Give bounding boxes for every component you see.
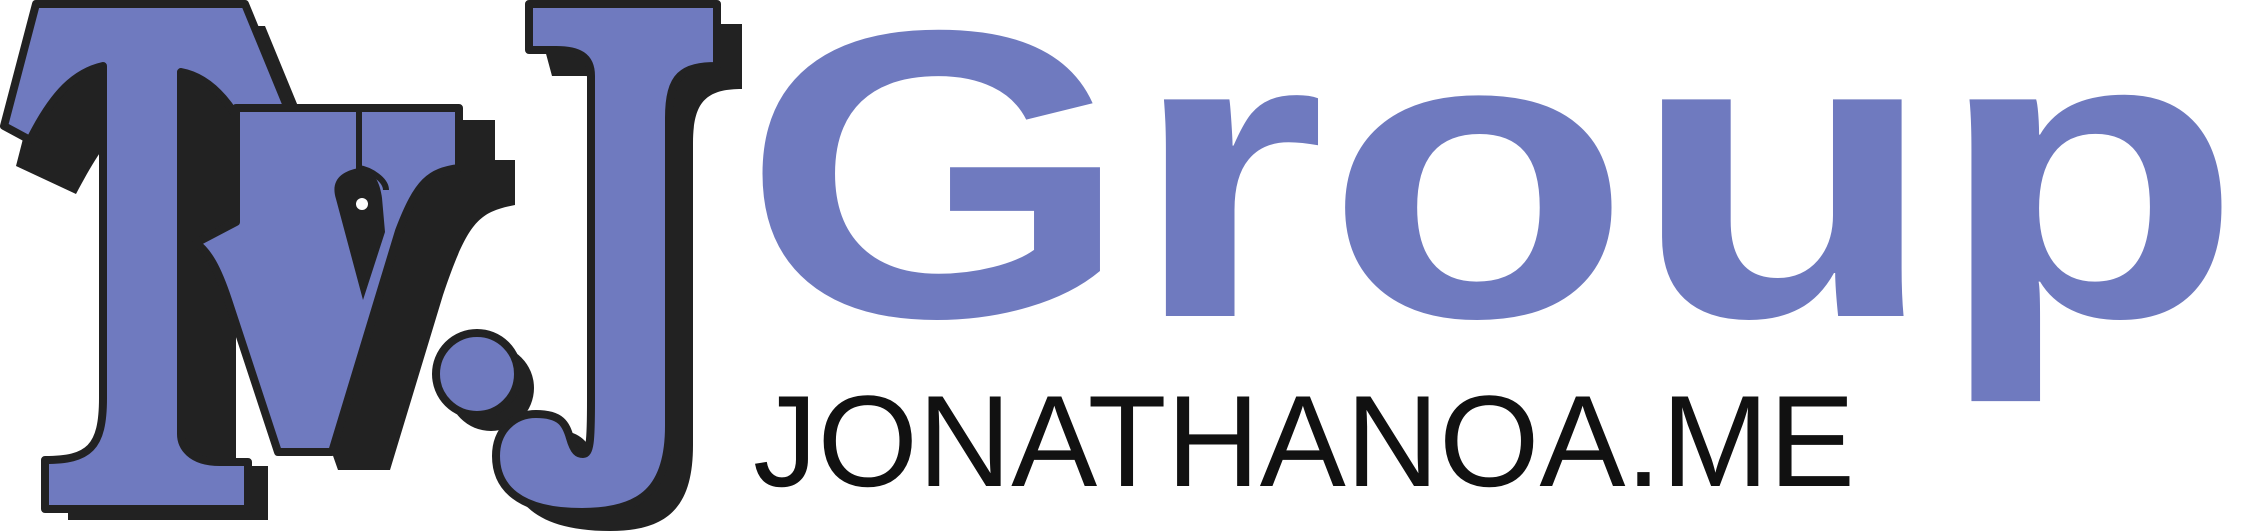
logo-letter-v [192, 104, 515, 470]
logo-letter-j [492, 0, 742, 531]
letter-v-nib-hole [356, 198, 368, 210]
letter-j-shape [492, 0, 721, 516]
group-wordmark: Group [742, 0, 2242, 406]
logo-letter-t [0, 0, 316, 520]
domain-text: JONATHANOA.ME [753, 368, 1855, 514]
letter-v-shape [192, 104, 463, 456]
letter-t-shape [0, 0, 300, 513]
letter-v-nib [334, 168, 385, 300]
dot-shape [432, 329, 522, 419]
logo-dot [432, 329, 534, 431]
